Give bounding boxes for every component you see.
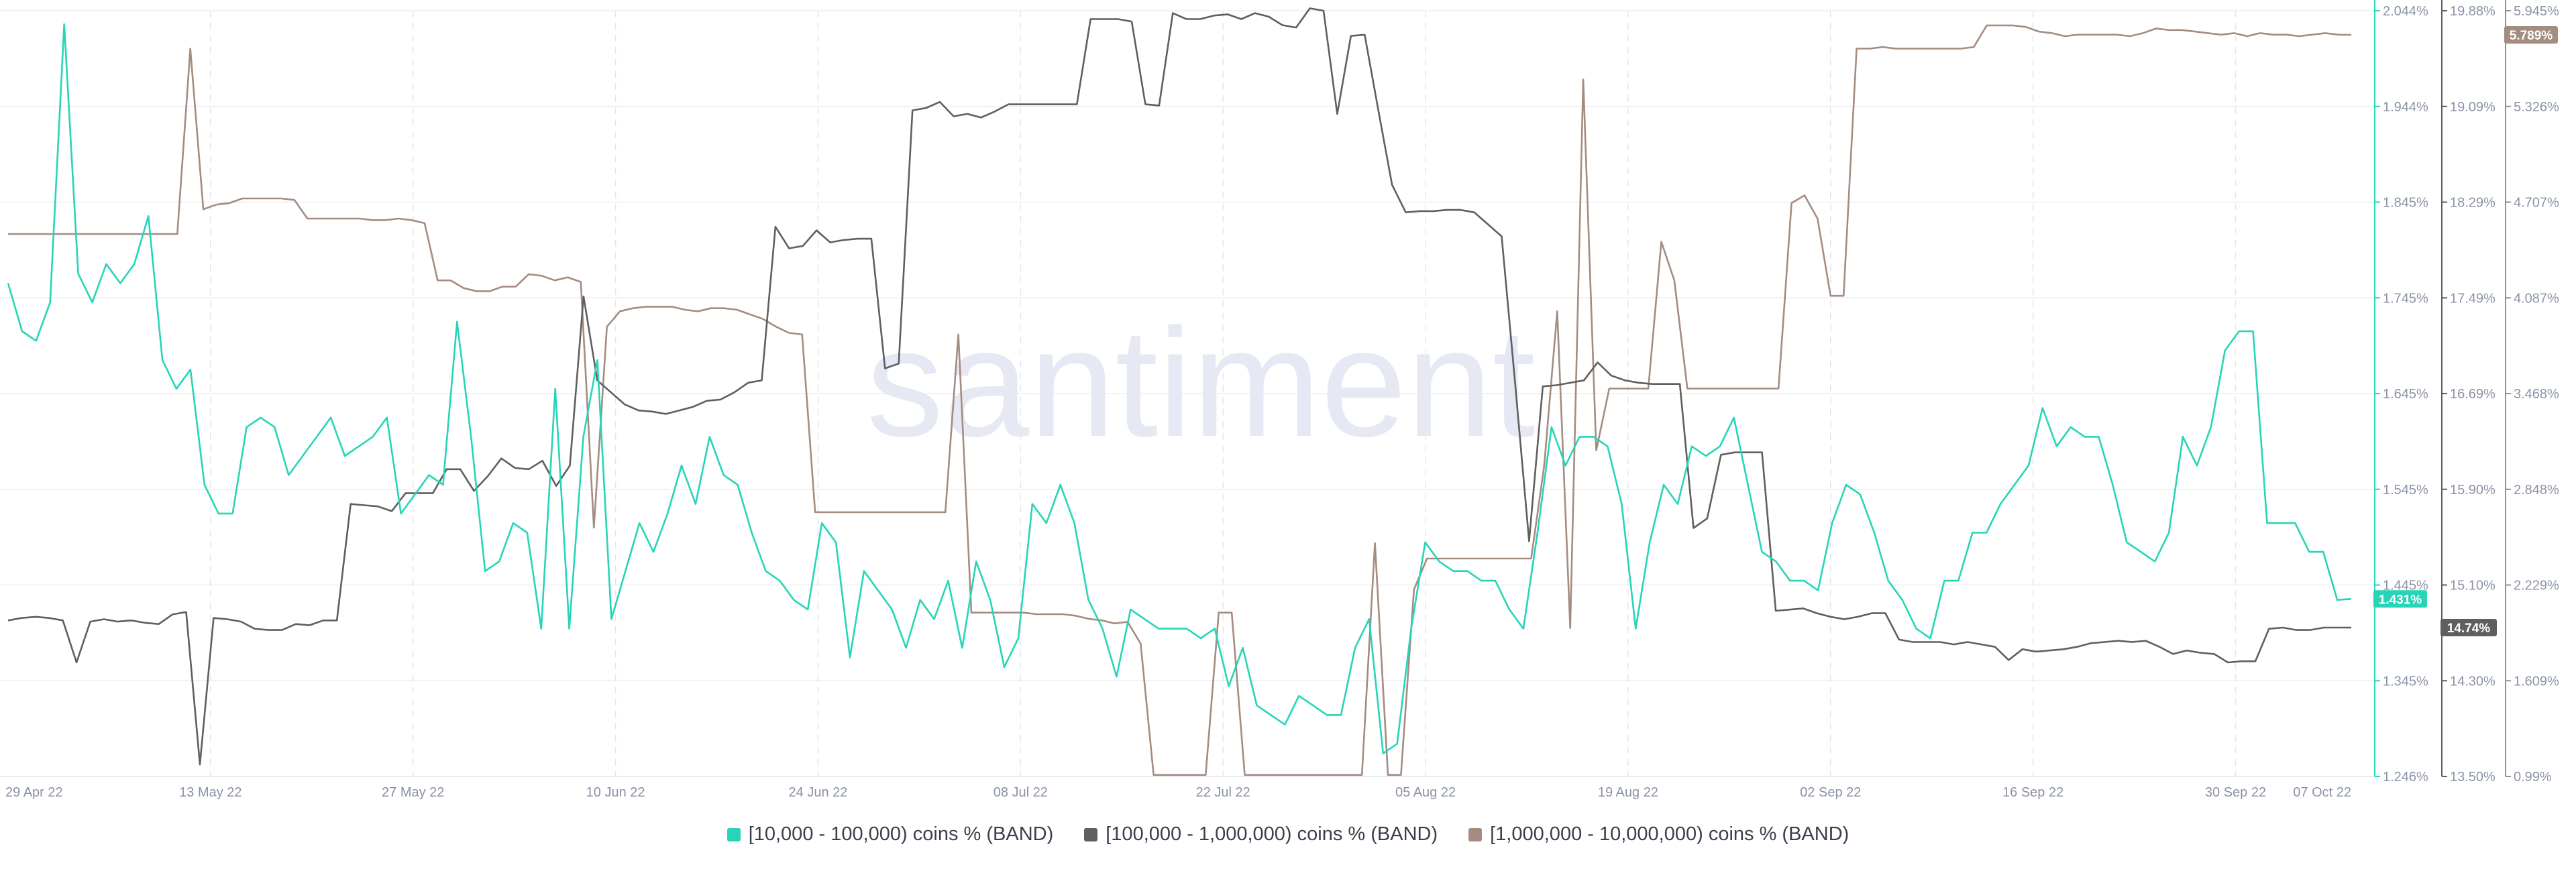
y-tick-label-mid: 14.30%	[2450, 674, 2496, 689]
x-tick-label: 27 May 22	[382, 785, 444, 800]
series-line-left	[7, 23, 2352, 754]
y-tick-label-right: 2.848%	[2514, 483, 2559, 498]
x-tick-label: 13 May 22	[179, 785, 241, 800]
y-tick-label-left: 1.545%	[2383, 483, 2428, 498]
series-line-right	[8, 24, 2352, 776]
current-value-badge-left	[2373, 590, 2427, 608]
y-tick-label-right: 2.229%	[2514, 579, 2559, 593]
y-tick-label-mid: 18.29%	[2450, 196, 2496, 211]
y-tick-label-mid: 17.49%	[2450, 291, 2496, 306]
x-tick-label: 22 Jul 22	[1196, 785, 1250, 800]
x-tick-label: 29 Apr 22	[5, 785, 63, 800]
y-tick-label-left: 1.944%	[2383, 100, 2428, 115]
y-tick-label-left: 1.246%	[2383, 770, 2428, 784]
x-tick-label: 10 Jun 22	[586, 785, 645, 800]
current-value-text-mid: 14.74%	[2447, 622, 2491, 636]
x-tick-label: 24 Jun 22	[789, 785, 848, 800]
y-tick-label-mid: 19.88%	[2450, 4, 2496, 19]
y-tick-label-mid: 13.50%	[2450, 770, 2496, 784]
y-tick-label-left: 1.345%	[2383, 674, 2428, 689]
y-tick-label-right: 4.707%	[2514, 196, 2559, 211]
y-tick-label-right: 5.326%	[2514, 100, 2559, 115]
series-layer	[7, 7, 2352, 776]
x-tick-label: 07 Oct 22	[2293, 785, 2351, 800]
y-tick-label-right: 1.609%	[2514, 674, 2559, 689]
y-tick-label-right: 3.468%	[2514, 387, 2559, 402]
legend-swatch-brown	[1468, 827, 1483, 841]
marker-layer: 1.431% 14.74% 5.789%	[2373, 25, 2558, 637]
x-tick-label: 02 Sep 22	[1800, 785, 1861, 800]
legend-swatch-teal	[727, 827, 741, 841]
legend-label: [10,000 - 100,000) coins % (BAND)	[748, 823, 1054, 845]
y-tick-label-mid: 16.69%	[2450, 387, 2496, 402]
current-value-text-right: 5.789%	[2510, 29, 2553, 43]
y-tick-label-mid: 15.90%	[2450, 483, 2496, 498]
legend: [10,000 - 100,000) coins % (BAND) [100,0…	[0, 823, 2576, 845]
x-tick-label: 30 Sep 22	[2205, 785, 2266, 800]
watermark: santiment	[866, 296, 1535, 469]
y-tick-label-left: 2.044%	[2383, 4, 2428, 19]
y-tick-label-left: 1.445%	[2383, 579, 2428, 593]
axis-layer: 29 Apr 22 13 May 22 27 May 22 10 Jun 22 24 J…	[0, 0, 2559, 800]
y-tick-label-mid: 19.09%	[2450, 100, 2496, 115]
y-tick-label-left: 1.645%	[2383, 387, 2428, 402]
legend-item-large-holders[interactable]: [1,000,000 - 10,000,000) coins % (BAND)	[1468, 823, 1849, 845]
current-value-badge-right	[2504, 25, 2558, 44]
y-tick-label-mid: 15.10%	[2450, 579, 2496, 593]
x-tick-label: 08 Jul 22	[994, 785, 1048, 800]
y-tick-label-left: 1.845%	[2383, 196, 2428, 211]
y-tick-label-left: 1.745%	[2383, 291, 2428, 306]
y-tick-label-right: 4.087%	[2514, 291, 2559, 306]
current-value-badge-mid	[2440, 619, 2497, 637]
legend-label: [100,000 - 1,000,000) coins % (BAND)	[1106, 823, 1438, 845]
x-tick-label: 19 Aug 22	[1598, 785, 1658, 800]
x-tick-label: 05 Aug 22	[1395, 785, 1456, 800]
x-tick-label: 16 Sep 22	[2002, 785, 2063, 800]
current-value-text-left: 1.431%	[2379, 593, 2422, 607]
legend-item-small-holders[interactable]: [10,000 - 100,000) coins % (BAND)	[727, 823, 1054, 845]
y-tick-label-right: 0.99%	[2514, 770, 2552, 784]
legend-swatch-gray	[1084, 827, 1098, 841]
legend-label: [1,000,000 - 10,000,000) coins % (BAND)	[1490, 823, 1849, 845]
y-tick-label-right: 5.945%	[2514, 4, 2559, 19]
legend-item-mid-holders[interactable]: [100,000 - 1,000,000) coins % (BAND)	[1084, 823, 1438, 845]
